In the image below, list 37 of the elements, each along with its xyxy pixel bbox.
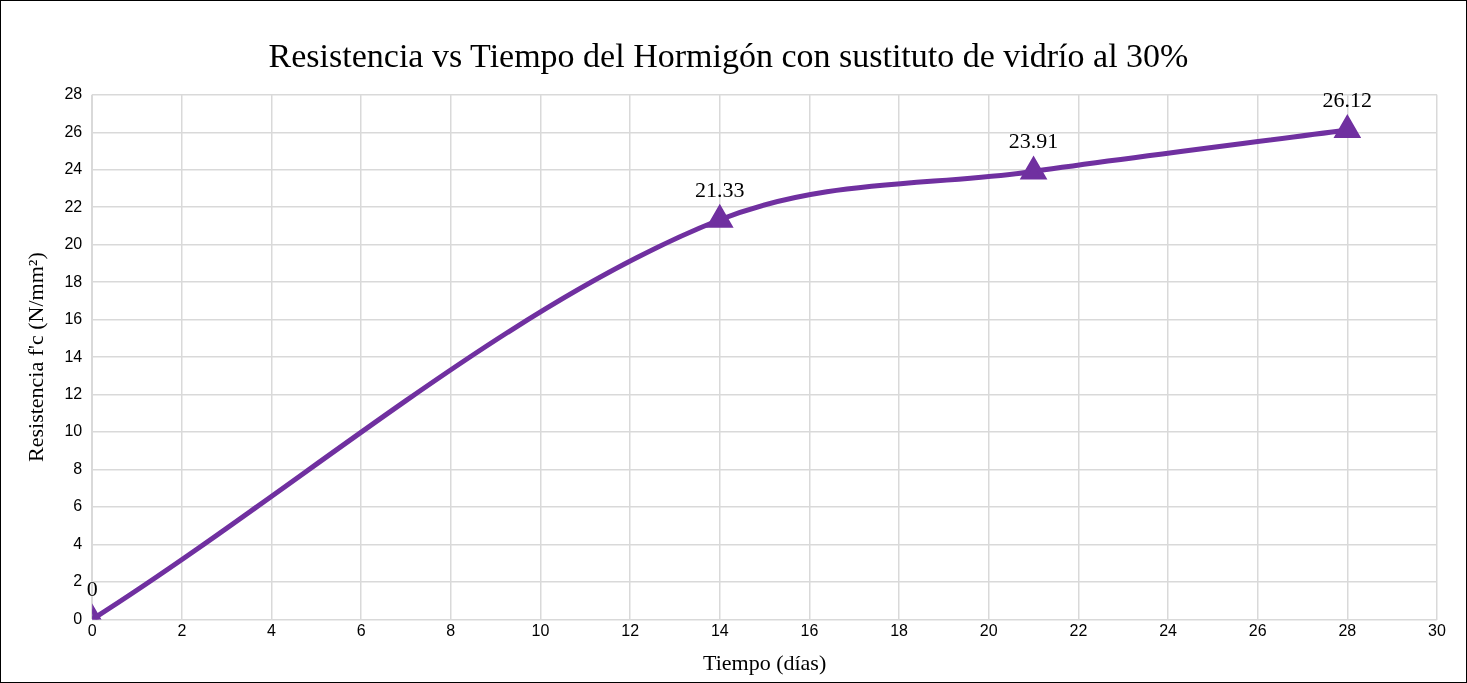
x-tick-label: 30: [1428, 622, 1446, 640]
y-tick-label: 16: [64, 310, 83, 328]
y-tick-label: 24: [64, 160, 83, 178]
x-tick-label: 24: [1159, 622, 1178, 640]
y-axis-title: Resistencia f'c (N/mm²): [22, 252, 48, 462]
data-label: 26.12: [1322, 86, 1373, 112]
y-tick-label: 8: [73, 459, 83, 477]
y-tick-label: 26: [64, 122, 83, 140]
y-tick-label: 2: [73, 572, 83, 590]
x-tick-label: 20: [979, 622, 998, 640]
x-axis-title: Tiempo (días): [702, 649, 827, 675]
x-tick-label: 14: [710, 622, 729, 640]
x-tick-label: 28: [1338, 622, 1357, 640]
data-label: 21.33: [695, 176, 745, 202]
y-tick-label: 10: [64, 422, 83, 440]
x-tick-label: 26: [1248, 622, 1267, 640]
chart-title: Resistencia vs Tiempo del Hormigón con sustituto de vidrío al 30%: [268, 37, 1189, 75]
x-tick-label: 4: [267, 622, 277, 640]
y-tick-label: 20: [64, 235, 83, 253]
y-tick-label: 12: [64, 384, 83, 402]
x-tick-label: 2: [177, 622, 187, 640]
x-tick-label: 22: [1069, 622, 1088, 640]
y-tick-label: 0: [73, 609, 83, 627]
x-tick-label: 10: [531, 622, 550, 640]
y-tick-label: 18: [64, 272, 83, 290]
x-tick-label: 16: [800, 622, 819, 640]
x-tick-label: 0: [87, 622, 97, 640]
data-label: 23.91: [1008, 128, 1059, 154]
y-tick-label: 14: [64, 347, 83, 365]
x-tick-label: 8: [446, 622, 456, 640]
x-tick-label: 6: [356, 622, 366, 640]
y-tick-label: 4: [73, 534, 83, 552]
x-tick-label: 12: [621, 622, 640, 640]
y-tick-label: 6: [73, 497, 83, 515]
y-tick-label: 28: [64, 85, 83, 103]
x-tick-label: 18: [890, 622, 909, 640]
y-tick-label: 22: [64, 197, 83, 215]
